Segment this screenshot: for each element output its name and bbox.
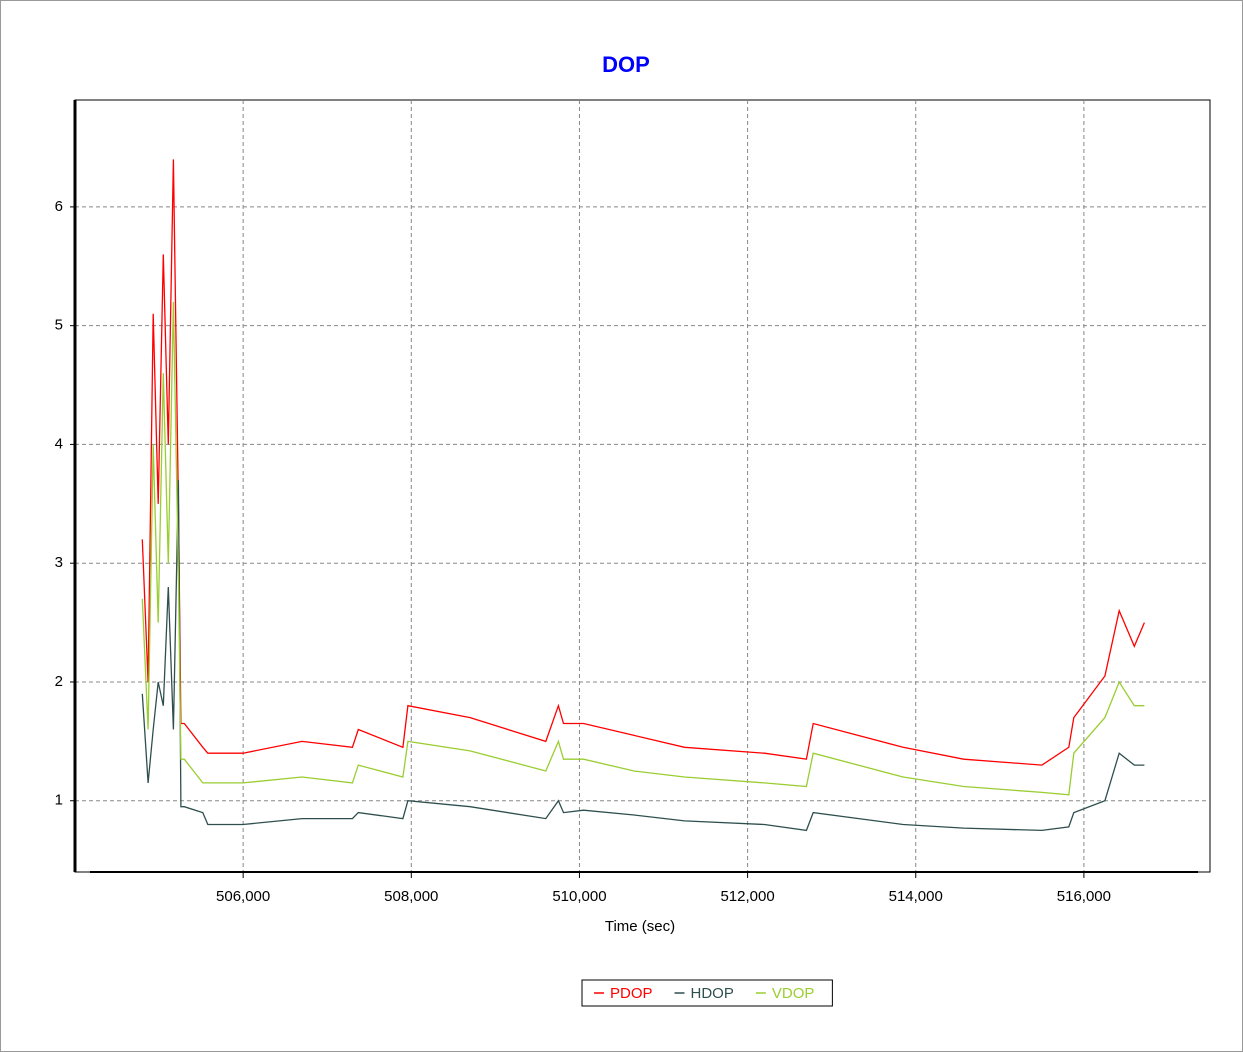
series-line: [141, 301, 1145, 796]
legend-label: HDOP: [691, 985, 734, 1002]
y-tick-label: 5: [55, 317, 63, 334]
x-tick-label: 514,000: [889, 888, 943, 905]
y-tick-label: 2: [55, 673, 63, 690]
y-tick-label: 4: [55, 435, 63, 452]
legend-label: VDOP: [772, 985, 815, 1002]
legend-label: PDOP: [610, 985, 653, 1002]
series-line: [141, 159, 1145, 766]
y-tick-label: 1: [55, 792, 63, 809]
x-tick-label: 506,000: [216, 888, 270, 905]
y-tick-label: 3: [55, 554, 63, 571]
series-line: [141, 480, 1145, 832]
plot-area: [74, 99, 1211, 873]
x-tick-label: 512,000: [720, 888, 774, 905]
y-tick-label: 6: [55, 198, 63, 215]
chart-title: DOP: [602, 52, 650, 77]
legend-box: [581, 979, 833, 1007]
x-tick-label: 510,000: [552, 888, 606, 905]
x-tick-label: 516,000: [1057, 888, 1111, 905]
x-tick-label: 508,000: [384, 888, 438, 905]
x-axis-label: Time (sec): [605, 918, 675, 935]
legend: PDOP HDOP VDOP: [581, 979, 833, 1007]
